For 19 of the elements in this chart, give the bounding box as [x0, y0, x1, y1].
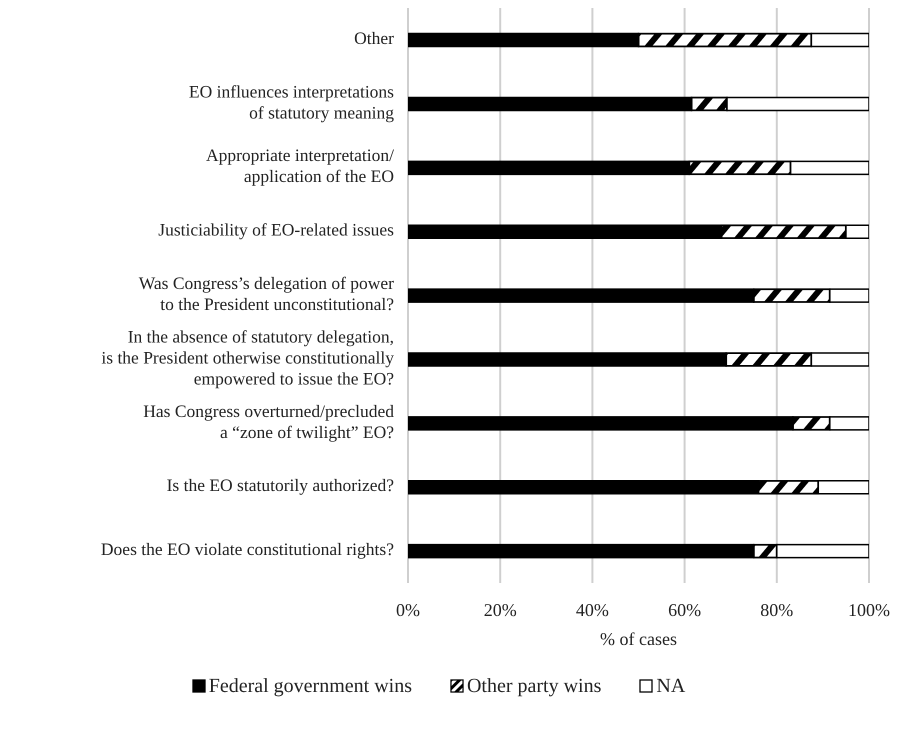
legend-label: NA: [655, 675, 686, 698]
y-tick-label: EO influences interpretations of statutory meaning: [188, 81, 394, 122]
y-tick-label: Does the EO violate constitutional rights?: [100, 539, 394, 560]
x-tick-label: 0%: [396, 600, 420, 620]
y-tick-label: Is the EO statutorily authorized?: [166, 475, 394, 496]
x-tick-label: 40%: [576, 600, 609, 620]
x-tick-label: 80%: [760, 600, 794, 620]
y-tick-label: Appropriate interpretation/ application of the EO: [206, 145, 394, 186]
x-tick-label: 100%: [848, 600, 890, 620]
y-tick-label: Was Congress’s delegation of power to the President unconstitutional?: [138, 273, 394, 314]
y-tick-label: In the absence of statutory delegation, is the President otherwise constitutionally empowered to issue the EO?: [101, 326, 394, 388]
legend-label: Other party wins: [466, 675, 602, 698]
x-axis-title: % of cases: [600, 629, 677, 649]
y-tick-label: Justiciability of EO-related issues: [158, 220, 394, 240]
legend-label: Federal government wins: [208, 675, 412, 698]
y-tick-label: Has Congress overturned/precluded a “zone of twilight” EO?: [143, 400, 394, 442]
x-tick-label: 20%: [484, 600, 517, 620]
x-tick-label: 60%: [668, 600, 702, 620]
y-tick-label: Other: [354, 28, 394, 48]
